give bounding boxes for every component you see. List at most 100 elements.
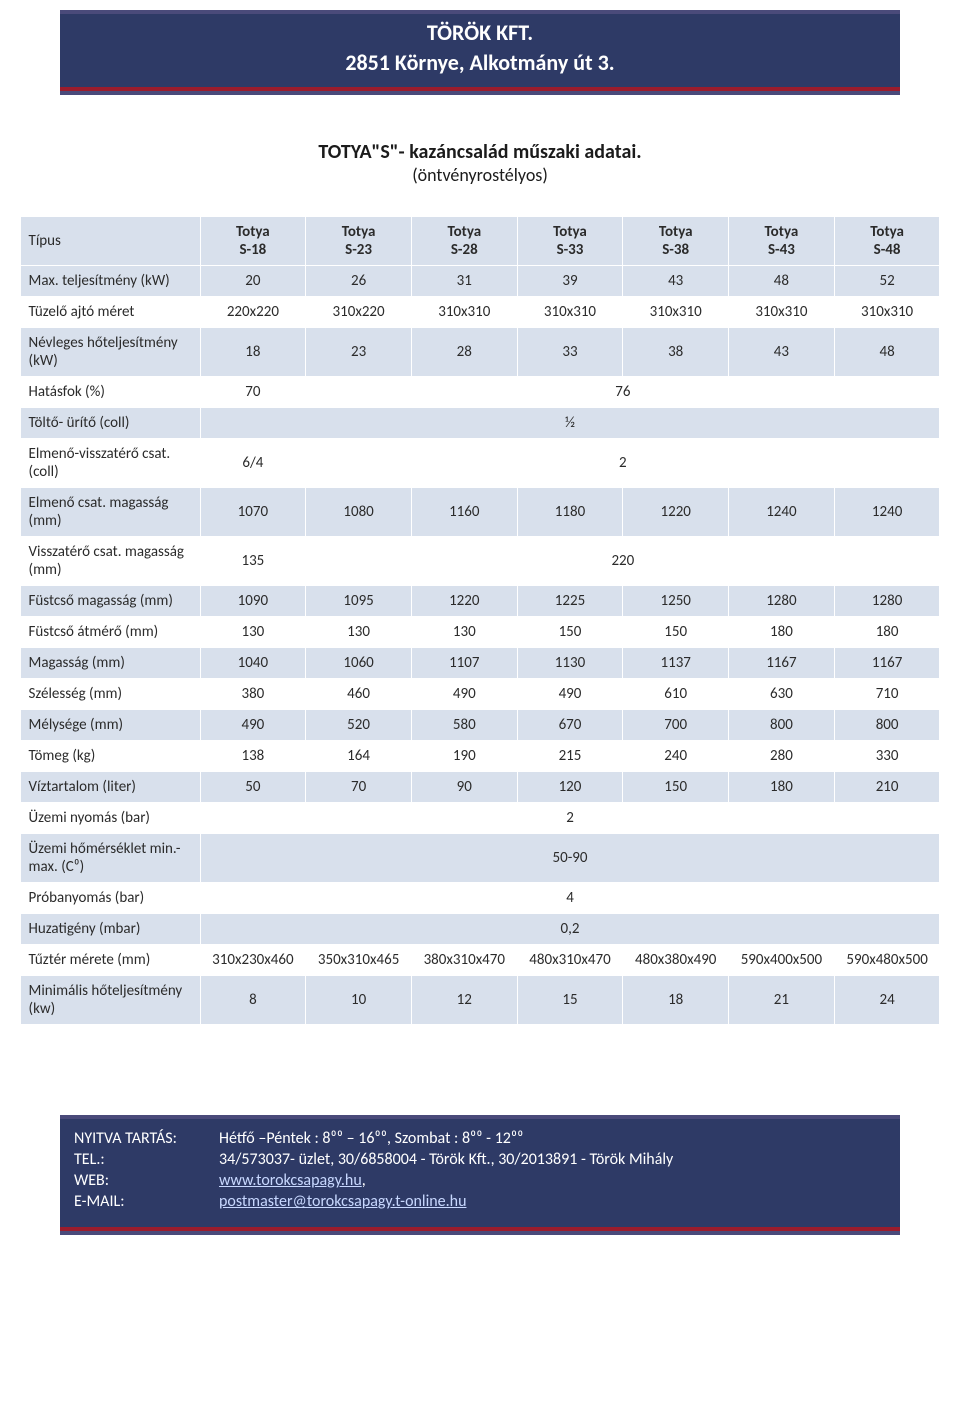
table-cell: 1180 (517, 488, 623, 537)
table-cell: 120 (517, 772, 623, 803)
table-row: Elmenő csat. magasság (mm)10701080116011… (20, 488, 940, 537)
table-row: Elmenő-visszatérő csat. (coll)6/42 (20, 439, 940, 488)
header-banner: TÖRÖK KFT. 2851 Környe, Alkotmány út 3. (60, 10, 900, 95)
footer-email-link[interactable]: postmaster@torokcsapagy.t-online.hu (219, 1192, 466, 1211)
table-cell: 310x310 (517, 297, 623, 328)
table-cell: 180 (834, 617, 940, 648)
footer-web: WEB: www.torokcsapagy.hu, (74, 1171, 886, 1190)
table-cell: 610 (623, 679, 729, 710)
table-row: Tüzelő ajtó méret220x220310x220310x31031… (20, 297, 940, 328)
table-cell: 490 (517, 679, 623, 710)
table-cell: 1080 (306, 488, 412, 537)
table-cell: 180 (729, 772, 835, 803)
table-cell: 215 (517, 741, 623, 772)
table-cell: 310x230x460 (200, 945, 306, 976)
table-cell: 590x400x500 (729, 945, 835, 976)
footer-web-trail: , (362, 1171, 366, 1190)
table-cell: 330 (834, 741, 940, 772)
footer-web-val: www.torokcsapagy.hu, (219, 1171, 366, 1190)
table-header-row: TípusTotyaS-18TotyaS-23TotyaS-28TotyaS-3… (20, 217, 940, 266)
footer-email-val: postmaster@torokcsapagy.t-online.hu (219, 1192, 466, 1211)
table-cell: 4 (200, 883, 940, 914)
table-cell: 20 (200, 266, 306, 297)
table-cell: 0,2 (200, 914, 940, 945)
table-cell: 150 (623, 617, 729, 648)
table-row-label: Füstcső magasság (mm) (20, 586, 200, 617)
footer-opening: NYITVA TARTÁS: Hétfő –Péntek : 8⁰⁰ – 16⁰… (74, 1129, 886, 1148)
table-cell: 10 (306, 976, 412, 1025)
table-row-label: Próbanyomás (bar) (20, 883, 200, 914)
table-row: Mélysége (mm)490520580670700800800 (20, 710, 940, 741)
table-row-label: Tömeg (kg) (20, 741, 200, 772)
table-cell: 1107 (411, 648, 517, 679)
table-cell: 2 (306, 439, 940, 488)
table-cell: 52 (834, 266, 940, 297)
footer-banner: NYITVA TARTÁS: Hétfő –Péntek : 8⁰⁰ – 16⁰… (60, 1115, 900, 1235)
table-cell: 490 (200, 710, 306, 741)
table-cell: 48 (729, 266, 835, 297)
header-title-block: TÖRÖK KFT. 2851 Környe, Alkotmány út 3. (60, 14, 900, 87)
table-cell: 130 (411, 617, 517, 648)
table-cell: 50 (200, 772, 306, 803)
table-cell: 39 (517, 266, 623, 297)
footer-web-link[interactable]: www.torokcsapagy.hu (219, 1171, 362, 1190)
table-cell: 800 (834, 710, 940, 741)
table-cell: 580 (411, 710, 517, 741)
table-cell: 210 (834, 772, 940, 803)
document-title: TOTYA"S"- kazáncsalád műszaki adatai. (0, 140, 960, 164)
table-cell: 150 (623, 772, 729, 803)
footer-rule-bottom (60, 1231, 900, 1235)
table-row: Tömeg (kg)138164190215240280330 (20, 741, 940, 772)
table-column-header: TotyaS-48 (834, 217, 940, 266)
table-cell: 24 (834, 976, 940, 1025)
table-cell: 33 (517, 328, 623, 377)
table-cell: 1060 (306, 648, 412, 679)
table-cell: 520 (306, 710, 412, 741)
table-type-label: Típus (20, 217, 200, 266)
table-row-label: Elmenő csat. magasság (mm) (20, 488, 200, 537)
table-cell: 15 (517, 976, 623, 1025)
header-rule-bottom (60, 91, 900, 95)
table-cell: 630 (729, 679, 835, 710)
table-row-label: Szélesség (mm) (20, 679, 200, 710)
table-cell: 180 (729, 617, 835, 648)
table-column-header: TotyaS-23 (306, 217, 412, 266)
table-cell: 1220 (623, 488, 729, 537)
table-cell: 1220 (411, 586, 517, 617)
table-cell: 1280 (729, 586, 835, 617)
table-cell: 310x220 (306, 297, 412, 328)
table-cell: 1090 (200, 586, 306, 617)
table-row: Névleges hőteljesítmény (kW)182328333843… (20, 328, 940, 377)
table-row: Max. teljesítmény (kW)20263139434852 (20, 266, 940, 297)
table-row-label: Magasság (mm) (20, 648, 200, 679)
table-row-label: Víztartalom (liter) (20, 772, 200, 803)
footer-web-key: WEB: (74, 1171, 219, 1190)
table-column-header: TotyaS-33 (517, 217, 623, 266)
table-cell: 590x480x500 (834, 945, 940, 976)
table-cell: 1250 (623, 586, 729, 617)
table-cell: 190 (411, 741, 517, 772)
table-row-label: Tűztér mérete (mm) (20, 945, 200, 976)
table-cell: 135 (200, 537, 306, 586)
table-cell: 70 (200, 377, 306, 408)
table-cell: 28 (411, 328, 517, 377)
table-row-label: Elmenő-visszatérő csat. (coll) (20, 439, 200, 488)
table-cell: 21 (729, 976, 835, 1025)
table-row: Tűztér mérete (mm)310x230x460350x310x465… (20, 945, 940, 976)
footer-email-key: E-MAIL: (74, 1192, 219, 1211)
table-cell: 18 (623, 976, 729, 1025)
table-cell: 460 (306, 679, 412, 710)
table-cell: ½ (200, 408, 940, 439)
table-cell: 310x310 (729, 297, 835, 328)
table-row-label: Tüzelő ajtó méret (20, 297, 200, 328)
table-row: Töltő- ürítő (coll)½ (20, 408, 940, 439)
table-cell: 48 (834, 328, 940, 377)
table-row: Visszatérő csat. magasság (mm)135220 (20, 537, 940, 586)
table-row-label: Üzemi nyomás (bar) (20, 803, 200, 834)
table-cell: 1137 (623, 648, 729, 679)
table-cell: 220 (306, 537, 940, 586)
table-cell: 310x310 (623, 297, 729, 328)
table-cell: 1130 (517, 648, 623, 679)
footer-tel: TEL.: 34/573037- üzlet, 30/6858004 - Tör… (74, 1150, 886, 1169)
table-cell: 1040 (200, 648, 306, 679)
